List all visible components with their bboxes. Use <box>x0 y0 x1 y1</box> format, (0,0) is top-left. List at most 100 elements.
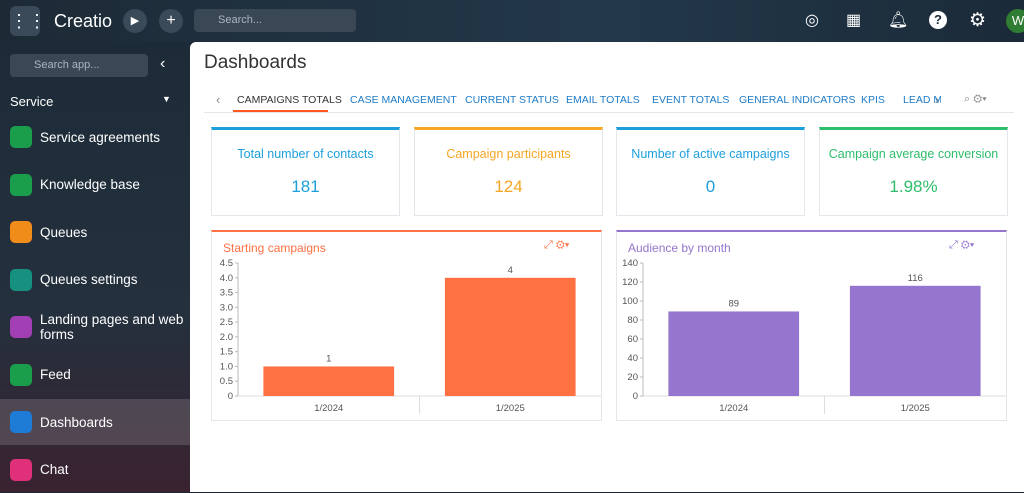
nav-icon <box>10 173 32 196</box>
kpi-label: Number of active campaigns <box>631 147 790 161</box>
tab-next[interactable]: › <box>935 92 940 107</box>
y-tick-label: 20 <box>627 372 638 383</box>
bar <box>444 277 576 396</box>
section-title[interactable]: Service <box>10 94 54 109</box>
y-tick-label: 2.0 <box>220 332 233 343</box>
tab-prev[interactable]: ‹ <box>216 92 221 107</box>
chart-card: Audience by month ⤢ ⚙▾ 0 20 40 60 80 100 120 140 8… <box>616 230 1007 421</box>
tab[interactable]: LEAD MA <box>903 94 941 106</box>
chart-tools[interactable]: ⤢ ⚙▾ <box>544 239 570 251</box>
kpi-label: Campaign participants <box>446 147 571 161</box>
value-label: 4 <box>508 265 513 276</box>
nav-label: Knowledge base <box>40 177 140 192</box>
search-app[interactable]: Search app... <box>10 54 148 77</box>
logo: Creatio <box>54 11 113 31</box>
tab-tools[interactable]: ⌕ ⚙▾ <box>964 93 987 105</box>
y-tick-label: 1.5 <box>220 347 233 358</box>
bar <box>263 366 395 396</box>
page-title: Dashboards <box>204 52 307 73</box>
tab[interactable]: KPIS <box>861 94 885 106</box>
y-tick-label: 60 <box>627 334 638 345</box>
main-panel: Dashboards ‹ › ⌕ ⚙▾ CAMPAIGNS TOTALS CASE… <box>190 42 1024 492</box>
kpi-value: 0 <box>705 177 716 196</box>
y-tick-label: 0 <box>633 391 638 402</box>
nav-item[interactable]: Queues <box>0 209 190 255</box>
y-tick-label: 3.0 <box>220 302 233 313</box>
notifications[interactable]: 🔔︎ <box>888 12 909 29</box>
nav-icon <box>10 126 32 148</box>
sidebar: Search app... ‹ Service ▼ Service agreem… <box>0 42 190 492</box>
chart-tools[interactable]: ⤢ ⚙▾ <box>949 239 975 251</box>
nav-label: Dashboards <box>40 414 113 430</box>
add-button[interactable]: + <box>159 9 183 33</box>
value-label: 89 <box>728 298 739 309</box>
y-tick-label: 3.5 <box>220 288 233 299</box>
kpi-card: Campaign average conversion 1.98% <box>819 127 1008 216</box>
tab[interactable]: CAMPAIGNS TOTALS <box>237 94 342 106</box>
x-tick-label: 1/2024 <box>314 403 343 414</box>
nav-icon <box>10 268 32 291</box>
tab[interactable]: CASE MANAGEMENT <box>350 94 457 106</box>
nav-item[interactable]: Queues settings <box>0 257 190 303</box>
y-tick-label: 0 <box>228 391 233 402</box>
nav-item[interactable]: Dashboards <box>0 399 190 445</box>
value-label: 1 <box>326 353 331 364</box>
y-tick-label: 1.0 <box>220 361 233 372</box>
x-tick-label: 1/2025 <box>901 403 930 414</box>
tab-underline <box>233 110 328 112</box>
search-box[interactable]: Search... <box>194 9 356 32</box>
nav-icon <box>10 363 32 386</box>
avatar[interactable]: W <box>1006 9 1024 33</box>
nav-label: Service agreements <box>40 129 161 145</box>
collapse[interactable]: ‹ <box>160 55 166 72</box>
nav-item[interactable]: Service agreements <box>0 114 190 160</box>
y-tick-label: 0.5 <box>220 376 233 387</box>
app-menu[interactable]: ⋮⋮ <box>10 6 46 36</box>
nav-label: Chat <box>40 462 69 477</box>
chart: 0 20 40 60 80 100 120 140 89 1/2024 116 1/2025 <box>622 258 1006 414</box>
y-tick-label: 140 <box>622 258 638 269</box>
nav-icon <box>10 411 32 433</box>
icon[interactable]: ◎ <box>805 12 819 29</box>
y-tick-label: 4.0 <box>220 273 233 284</box>
kpi-value: 181 <box>291 177 320 196</box>
tab-divider <box>204 112 1014 113</box>
icon[interactable]: ▦ <box>846 12 862 29</box>
bar <box>668 311 800 396</box>
bar <box>849 285 981 396</box>
nav-icon <box>10 221 32 243</box>
nav-label: Landing pages and web forms <box>40 312 184 342</box>
kpi-label: Campaign average conversion <box>828 147 999 161</box>
y-tick-label: 100 <box>622 296 638 307</box>
run-button[interactable]: ▶ <box>123 9 147 33</box>
y-tick-label: 4.5 <box>220 258 233 269</box>
chart-title: Starting campaigns <box>223 241 326 255</box>
chart-card: Starting campaigns ⤢ ⚙▾ 0 0.5 1.0 1.5 2.0 2.5 3.… <box>211 230 602 421</box>
nav-label: Feed <box>40 367 71 382</box>
x-tick-label: 1/2024 <box>719 403 748 414</box>
nav-icon <box>10 458 32 481</box>
nav-item[interactable]: Landing pages and web forms <box>0 304 190 350</box>
kpi-label: Total number of contacts <box>237 147 374 161</box>
nav-item[interactable]: Feed <box>0 352 190 398</box>
tab[interactable]: GENERAL INDICATORS <box>739 94 856 106</box>
kpi-card: Number of active campaigns 0 <box>616 127 805 216</box>
tab[interactable]: EVENT TOTALS <box>652 94 730 106</box>
nav-label: Queues <box>40 224 88 240</box>
kpi-value: 124 <box>494 177 523 196</box>
x-tick-label: 1/2025 <box>496 403 525 414</box>
nav-item[interactable]: Knowledge base <box>0 162 190 208</box>
nav-item[interactable]: Chat <box>0 447 190 493</box>
chart: 0 0.5 1.0 1.5 2.0 2.5 3.0 3.5 4.0 4.5 1 1/2024 4 1/20… <box>220 258 601 414</box>
kpi-value: 1.98% <box>889 177 938 196</box>
tab[interactable]: EMAIL TOTALS <box>566 94 640 106</box>
section-toggle[interactable]: ▼ <box>162 94 171 104</box>
top-bar: ⋮⋮ Creatio ▶ + Search... ◎ ▦ 🔔︎ ? ⚙ W <box>0 0 1024 42</box>
settings[interactable]: ⚙ <box>969 10 987 31</box>
value-label: 116 <box>908 273 923 284</box>
kpi-card: Total number of contacts 181 <box>211 127 400 216</box>
tab[interactable]: CURRENT STATUS <box>465 94 559 106</box>
help[interactable]: ? <box>929 11 947 29</box>
y-tick-label: 2.5 <box>220 317 233 328</box>
